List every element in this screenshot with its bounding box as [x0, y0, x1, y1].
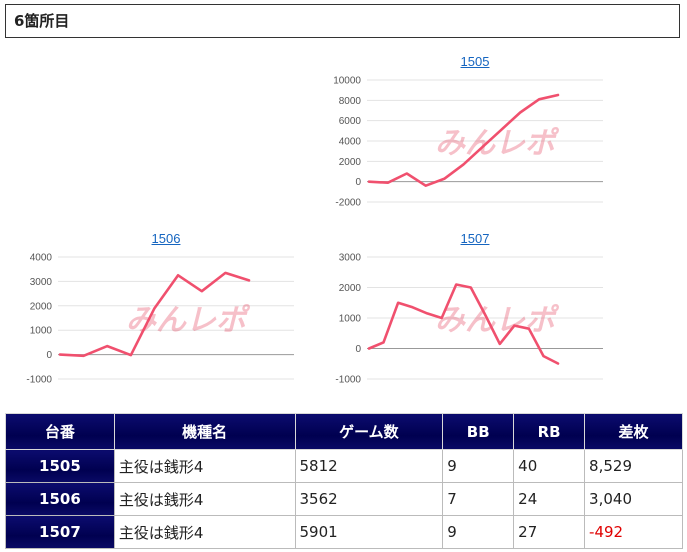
- cell-game-count: 3562: [294, 482, 444, 516]
- cell-machine-name: 主役は銭形4: [113, 515, 296, 549]
- chart-1507-plot: 3000 2000 1000 0 -1000 みんレポ: [335, 253, 603, 386]
- y-tick-label: 0: [46, 350, 52, 361]
- y-tick-label: 8000: [339, 96, 362, 107]
- cell-machine-name: 主役は銭形4: [113, 482, 296, 516]
- y-tick-label: 4000: [30, 253, 53, 264]
- cell-rb: 40: [513, 449, 586, 483]
- header-machine-name: 機種名: [113, 413, 296, 450]
- chart-title-link-1507[interactable]: 1507: [460, 231, 490, 246]
- cell-rb: 24: [513, 482, 586, 516]
- series-line: [367, 283, 560, 365]
- chart-title-link-1506[interactable]: 1506: [151, 231, 181, 246]
- cell-unit-number: 1507: [5, 515, 115, 549]
- cell-difference: 3,040: [584, 482, 683, 516]
- cell-difference: 8,529: [584, 449, 683, 483]
- header-bb: BB: [442, 413, 515, 450]
- series-line: [58, 271, 251, 358]
- header-unit-number: 台番: [5, 413, 115, 450]
- table-row: 1506 主役は銭形4 3562 7 24 3,040: [5, 482, 683, 516]
- y-tick-label: 0: [355, 177, 361, 188]
- cell-machine-name: 主役は銭形4: [113, 449, 296, 483]
- chart-1506: 1506 4000 3000 2000 1000 0 -1000 みんレポ: [16, 231, 316, 391]
- y-tick-label: 3000: [339, 253, 362, 264]
- table-row: 1507 主役は銭形4 5901 9 27 -492: [5, 515, 683, 549]
- chart-title-link-1505[interactable]: 1505: [460, 54, 490, 69]
- watermark-logo: みんレポ: [435, 303, 560, 338]
- y-tick-label: -2000: [335, 198, 361, 209]
- chart-1505: 1505 10000 8000 6000 4000 2000 0 -2000 みんレポ: [325, 54, 625, 214]
- table-row: 1505 主役は銭形4 5812 9 40 8,529: [5, 449, 683, 483]
- y-tick-label: 1000: [30, 326, 53, 337]
- y-tick-label: 2000: [339, 157, 362, 168]
- y-tick-label: 2000: [339, 283, 362, 294]
- chart-1507: 1507 3000 2000 1000 0 -1000 みんレポ: [325, 231, 625, 391]
- y-tick-label: 6000: [339, 116, 362, 127]
- header-difference: 差枚: [584, 413, 683, 450]
- y-tick-label: 4000: [339, 137, 362, 148]
- results-table: 台番 機種名 ゲーム数 BB RB 差枚 1505 主役は銭形4 5812 9 …: [5, 413, 683, 549]
- y-tick-label: 3000: [30, 277, 53, 288]
- header-rb: RB: [513, 413, 586, 450]
- watermark-logo: みんレポ: [126, 303, 251, 338]
- header-game-count: ゲーム数: [294, 413, 444, 450]
- y-tick-label: 10000: [333, 76, 361, 87]
- section-title: 6箇所目: [5, 4, 680, 38]
- watermark-logo: みんレポ: [435, 126, 560, 161]
- cell-rb: 27: [513, 515, 586, 549]
- table-header-row: 台番 機種名 ゲーム数 BB RB 差枚: [5, 413, 683, 450]
- cell-bb: 7: [442, 482, 515, 516]
- cell-bb: 9: [442, 515, 515, 549]
- cell-game-count: 5812: [294, 449, 444, 483]
- chart-1505-plot: 10000 8000 6000 4000 2000 0 -2000 みんレポ: [333, 76, 603, 209]
- series-line: [367, 93, 560, 187]
- y-tick-label: -1000: [26, 375, 52, 386]
- cell-difference: -492: [584, 515, 683, 549]
- cell-unit-number: 1505: [5, 449, 115, 483]
- y-tick-label: 0: [355, 344, 361, 355]
- cell-bb: 9: [442, 449, 515, 483]
- cell-unit-number: 1506: [5, 482, 115, 516]
- y-tick-label: 1000: [339, 314, 362, 325]
- y-tick-label: 2000: [30, 301, 53, 312]
- y-tick-label: -1000: [335, 375, 361, 386]
- chart-1506-plot: 4000 3000 2000 1000 0 -1000 みんレポ: [26, 253, 294, 386]
- cell-game-count: 5901: [294, 515, 444, 549]
